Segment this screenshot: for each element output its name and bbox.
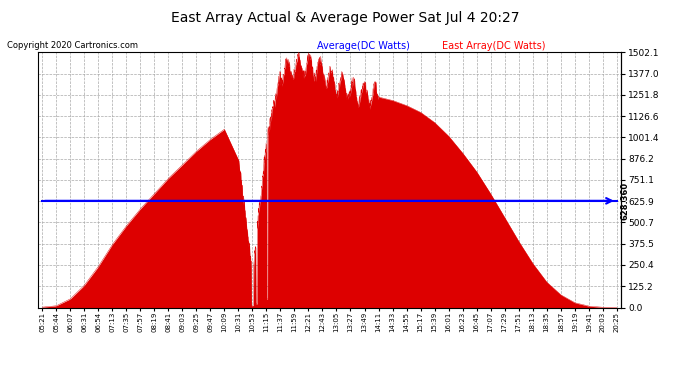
Text: Copyright 2020 Cartronics.com: Copyright 2020 Cartronics.com	[7, 41, 138, 50]
Text: East Array(DC Watts): East Array(DC Watts)	[442, 41, 545, 51]
Text: Average(DC Watts): Average(DC Watts)	[317, 41, 411, 51]
Text: East Array Actual & Average Power Sat Jul 4 20:27: East Array Actual & Average Power Sat Ju…	[170, 11, 520, 25]
Text: 628.360: 628.360	[621, 182, 630, 220]
